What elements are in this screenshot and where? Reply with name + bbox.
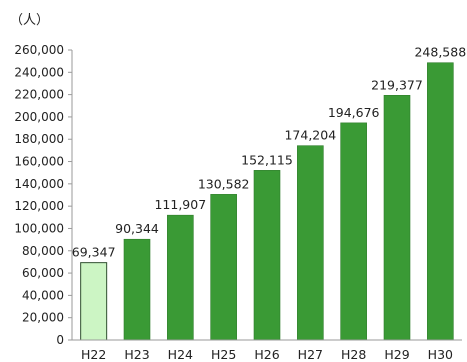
bar-H30 xyxy=(427,62,454,341)
bars xyxy=(80,62,454,341)
bar-H29 xyxy=(383,95,411,341)
data-label-H25: 130,582 xyxy=(198,176,250,191)
y-tick-label: 20,000 xyxy=(22,311,64,325)
data-label-H28: 194,676 xyxy=(328,105,380,120)
data-label-H23: 90,344 xyxy=(115,221,159,236)
x-tick-label-H24: H24 xyxy=(168,347,193,362)
y-tick-label: 220,000 xyxy=(14,88,64,102)
y-tick-label: 120,000 xyxy=(14,199,64,213)
bar-H24 xyxy=(167,214,194,341)
x-tick-label-H26: H26 xyxy=(254,347,279,362)
y-tick-label: 140,000 xyxy=(14,177,64,191)
bar-H27 xyxy=(297,145,324,341)
data-label-H24: 111,907 xyxy=(154,197,206,212)
y-tick-label: 180,000 xyxy=(14,132,64,146)
x-tick-label-H22: H22 xyxy=(81,347,106,362)
y-tick-label: 240,000 xyxy=(14,65,64,79)
unit-label: （人） xyxy=(10,13,49,28)
bar-H25 xyxy=(210,194,237,341)
y-tick-label: 200,000 xyxy=(14,110,64,124)
x-tick-label-H30: H30 xyxy=(428,347,453,362)
y-axis-ticks: 0 20,000 40,000 60,000 80,000 100,000 120,000 1… xyxy=(14,43,72,347)
data-label-H27: 174,204 xyxy=(284,128,336,143)
x-tick-label-H23: H23 xyxy=(124,347,149,362)
x-tick-label-H29: H29 xyxy=(384,347,409,362)
y-tick-label: 260,000 xyxy=(14,43,64,57)
y-tick-label: 160,000 xyxy=(14,155,64,169)
data-label-H29: 219,377 xyxy=(371,77,423,92)
data-label-H22: 69,347 xyxy=(72,245,116,260)
bar-H22 xyxy=(80,262,108,341)
y-tick-label: 100,000 xyxy=(14,221,64,235)
y-tick-label: 60,000 xyxy=(22,266,64,280)
y-tick-label: 40,000 xyxy=(22,288,64,302)
y-tick-label: 0 xyxy=(56,333,64,347)
bar-H28 xyxy=(340,122,367,341)
x-tick-label-H25: H25 xyxy=(211,347,236,362)
data-label-H26: 152,115 xyxy=(241,152,293,167)
y-tick-label: 80,000 xyxy=(22,244,64,258)
x-tick-label-H28: H28 xyxy=(341,347,366,362)
x-tick-label-H27: H27 xyxy=(298,347,323,362)
x-axis-labels: H22 H23 H24 H25 H26 H27 H28 H29 H30 xyxy=(81,347,453,362)
data-labels: 69,347 90,344 111,907 130,582 152,115 174,204… xyxy=(72,45,466,260)
bar-H26 xyxy=(253,170,281,341)
data-label-H30: 248,588 xyxy=(414,45,466,60)
bar-H23 xyxy=(123,238,151,341)
